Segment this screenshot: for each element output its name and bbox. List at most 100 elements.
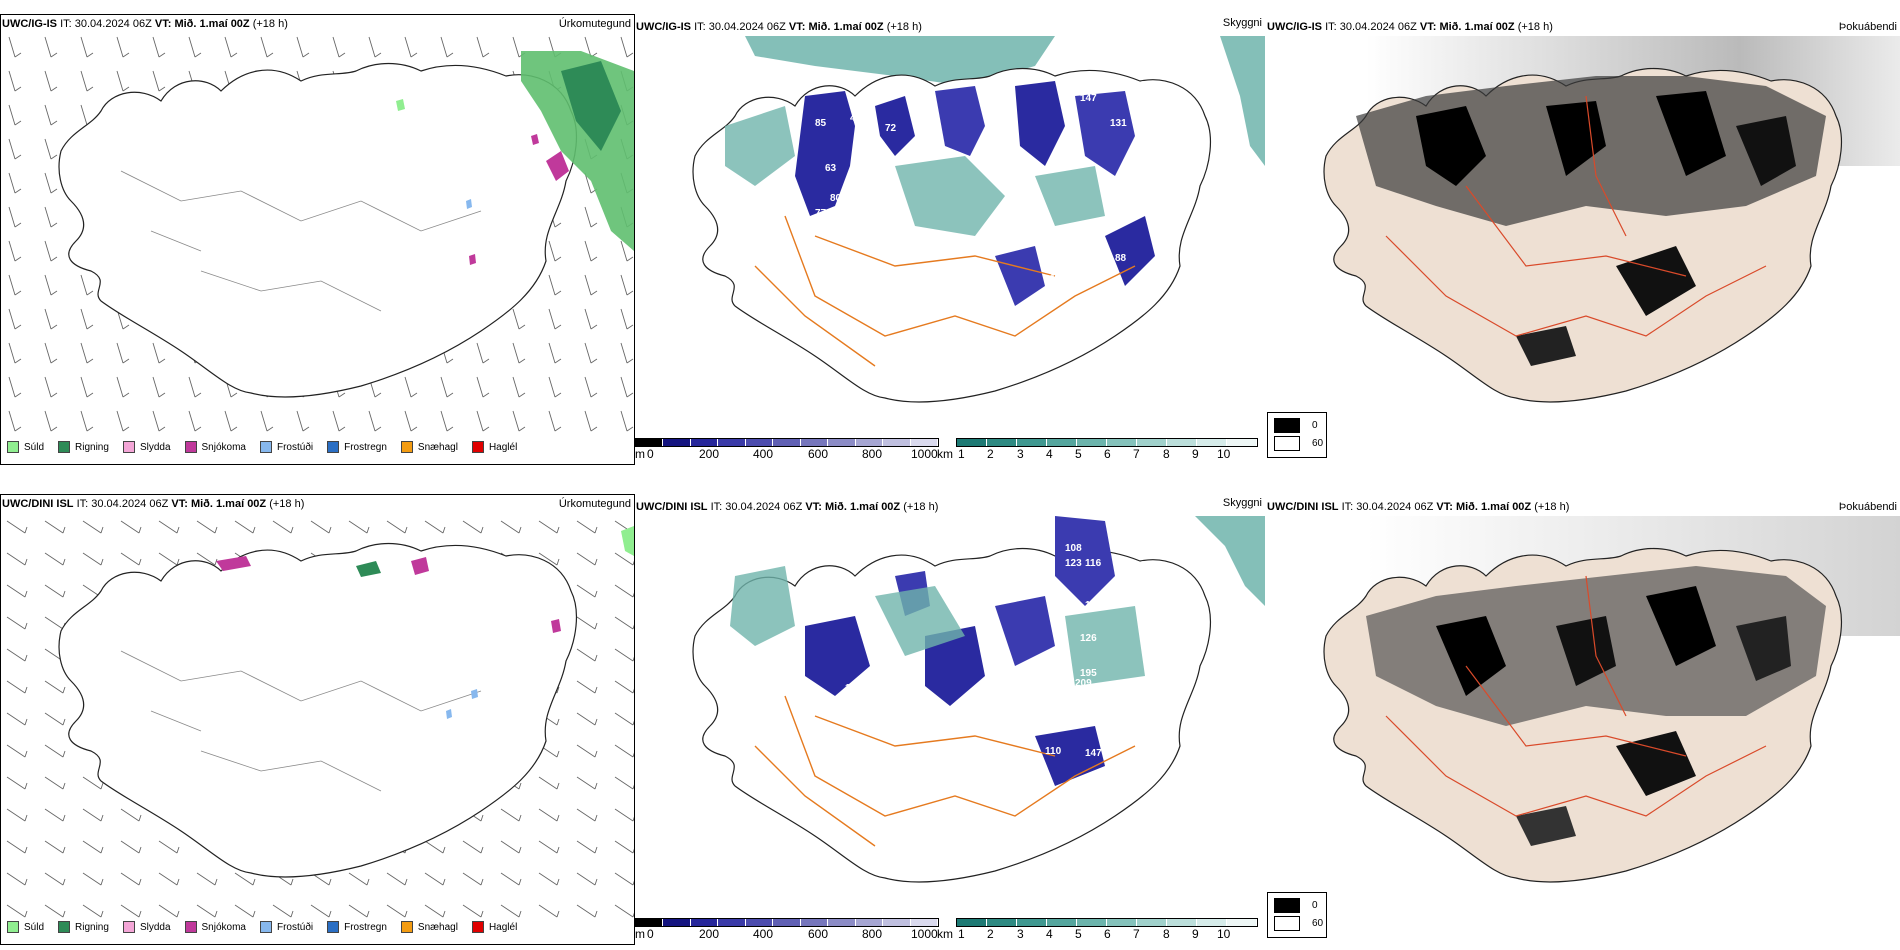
colorbar-cell [1227,439,1257,446]
legend-swatch [58,441,71,453]
tick-label: 0 [647,447,654,461]
cloud-label: 147 [1085,748,1102,759]
tick-label: 10 [1217,447,1231,461]
cloud-label: 456 [850,113,867,124]
tick-label: 2 [987,447,994,461]
colorbar-cell [828,919,856,926]
tick-label: 8 [1163,447,1170,461]
legend-swatch [327,441,340,453]
colorbar-cell [987,919,1017,926]
fog-legend: 0 60 [1267,412,1327,458]
colorbar-cell [1227,919,1257,926]
fog-legend-row: 0 [1268,416,1326,434]
colorbar-m-ticks: m 0 200 400 600 800 1000 [635,447,945,461]
tick-label: 600 [808,447,829,461]
legend-swatch [400,441,413,453]
legend-item-sudl: Súld [7,441,44,453]
panel-type-label: Úrkomutegund [558,18,631,30]
panel-title: UWC/IG-IS IT: 30.04.2024 06Z VT: Mið. 1.… [2,18,288,30]
colorbar-cell [987,439,1017,446]
colorbar-cell [855,439,884,446]
legend-swatch [327,921,340,933]
cloud-map: 85 72 456 63 80 77 69 147 131 104 138 88 [692,36,1265,403]
cloud-label: 110 [885,663,902,674]
tick-label: 600 [808,927,829,941]
colorbar-cell [1017,439,1047,446]
panel-title: UWC/IG-IS IT: 30.04.2024 06Z VT: Mið. 1.… [636,21,922,33]
colorbar-cell [883,919,911,926]
cloud-label: 120 [1055,598,1072,609]
panel-type-label: Skyggni [1222,497,1262,509]
colorbar-cell [800,919,829,926]
fog-legend-swatch [1274,915,1300,931]
cloud-label: 80 [830,193,842,204]
cloud-label: 104 [1050,273,1067,284]
panel-type-label: Þokuábendi [1838,501,1897,513]
cloud-label: 88 [1115,253,1127,264]
cloud-label: 195 [1080,668,1097,679]
cloud-label: 137 [990,678,1007,689]
panel-title: UWC/DINI ISL IT: 30.04.2024 06Z VT: Mið.… [1267,501,1570,513]
cloud-label: 69 [830,223,842,234]
colorbar-cell [1167,439,1197,446]
legend-item-snaehagl: Snæhagl [400,921,458,933]
tick-label: 200 [699,447,720,461]
legend-item-frostregn: Frostregn [327,921,387,933]
legend-item-slydda: Slydda [122,441,171,453]
tick-label: 0 [647,927,654,941]
precip-map [1,511,634,921]
colorbar-unit: m [635,447,645,461]
legend-swatch [58,921,71,933]
fog-map [1323,36,1900,403]
legend-swatch [259,441,272,453]
colorbar-cell [773,439,801,446]
fog-legend: 0 60 [1267,892,1327,938]
tick-label: 3 [1017,447,1024,461]
colorbar-cell [1197,919,1227,926]
colorbar-cell [1107,919,1137,926]
colorbar-cell [718,439,746,446]
colorbar-cell [1197,439,1227,446]
cloud-label: 138 [1015,203,1032,214]
colorbar-cell [1137,439,1167,446]
legend-item-rigning: Rigning [58,921,109,933]
cloud-label: 63 [825,163,837,174]
panel-title: UWC/DINI ISL IT: 30.04.2024 06Z VT: Mið.… [636,501,939,513]
cloud-label: 133 [1085,600,1102,611]
colorbar-cell [828,439,856,446]
legend-item-snjokoma: Snjókoma [184,921,246,933]
tick-label: 400 [753,927,774,941]
precip-map [1,31,634,441]
legend-item-snaehagl: Snæhagl [400,441,458,453]
legend-item-frostudi: Frostúði [259,441,313,453]
fog-legend-swatch [1274,435,1300,451]
colorbar-cell [663,919,691,926]
legend-swatch [400,921,413,933]
colorbar-height-m [635,438,939,447]
fog-legend-swatch [1274,417,1300,433]
colorbar-cell [1047,919,1077,926]
tick-label: 7 [1133,927,1140,941]
tick-label: 400 [753,447,774,461]
tick-label: 7 [1133,447,1140,461]
tick-label: 3 [1017,927,1024,941]
cloud-label: 110 [1045,746,1062,757]
tick-label: 1 [958,927,965,941]
colorbar-cell [745,919,774,926]
panel-fog-row1: UWC/IG-IS IT: 30.04.2024 06Z VT: Mið. 1.… [1266,14,1900,464]
colorbar-cell [636,919,664,926]
legend-swatch [471,921,484,933]
tick-label: 6 [1104,447,1111,461]
tick-label: 10 [1217,927,1231,941]
colorbar-cell [1137,919,1167,926]
panel-precip-type-row1: UWC/IG-IS IT: 30.04.2024 06Z VT: Mið. 1.… [0,14,635,465]
legend-swatch [122,441,135,453]
tick-label: 6 [1104,927,1111,941]
tick-label: 800 [862,447,883,461]
colorbar-unit: km [937,927,953,941]
precip-legend: Súld Rigning Slydda Snjókoma Frostúði Fr… [7,441,531,453]
colorbar-cell [773,919,801,926]
panel-cloud-row1: UWC/IG-IS IT: 30.04.2024 06Z VT: Mið. 1.… [635,14,1265,464]
fog-legend-swatch [1274,897,1300,913]
panel-type-label: Skyggni [1222,17,1262,29]
